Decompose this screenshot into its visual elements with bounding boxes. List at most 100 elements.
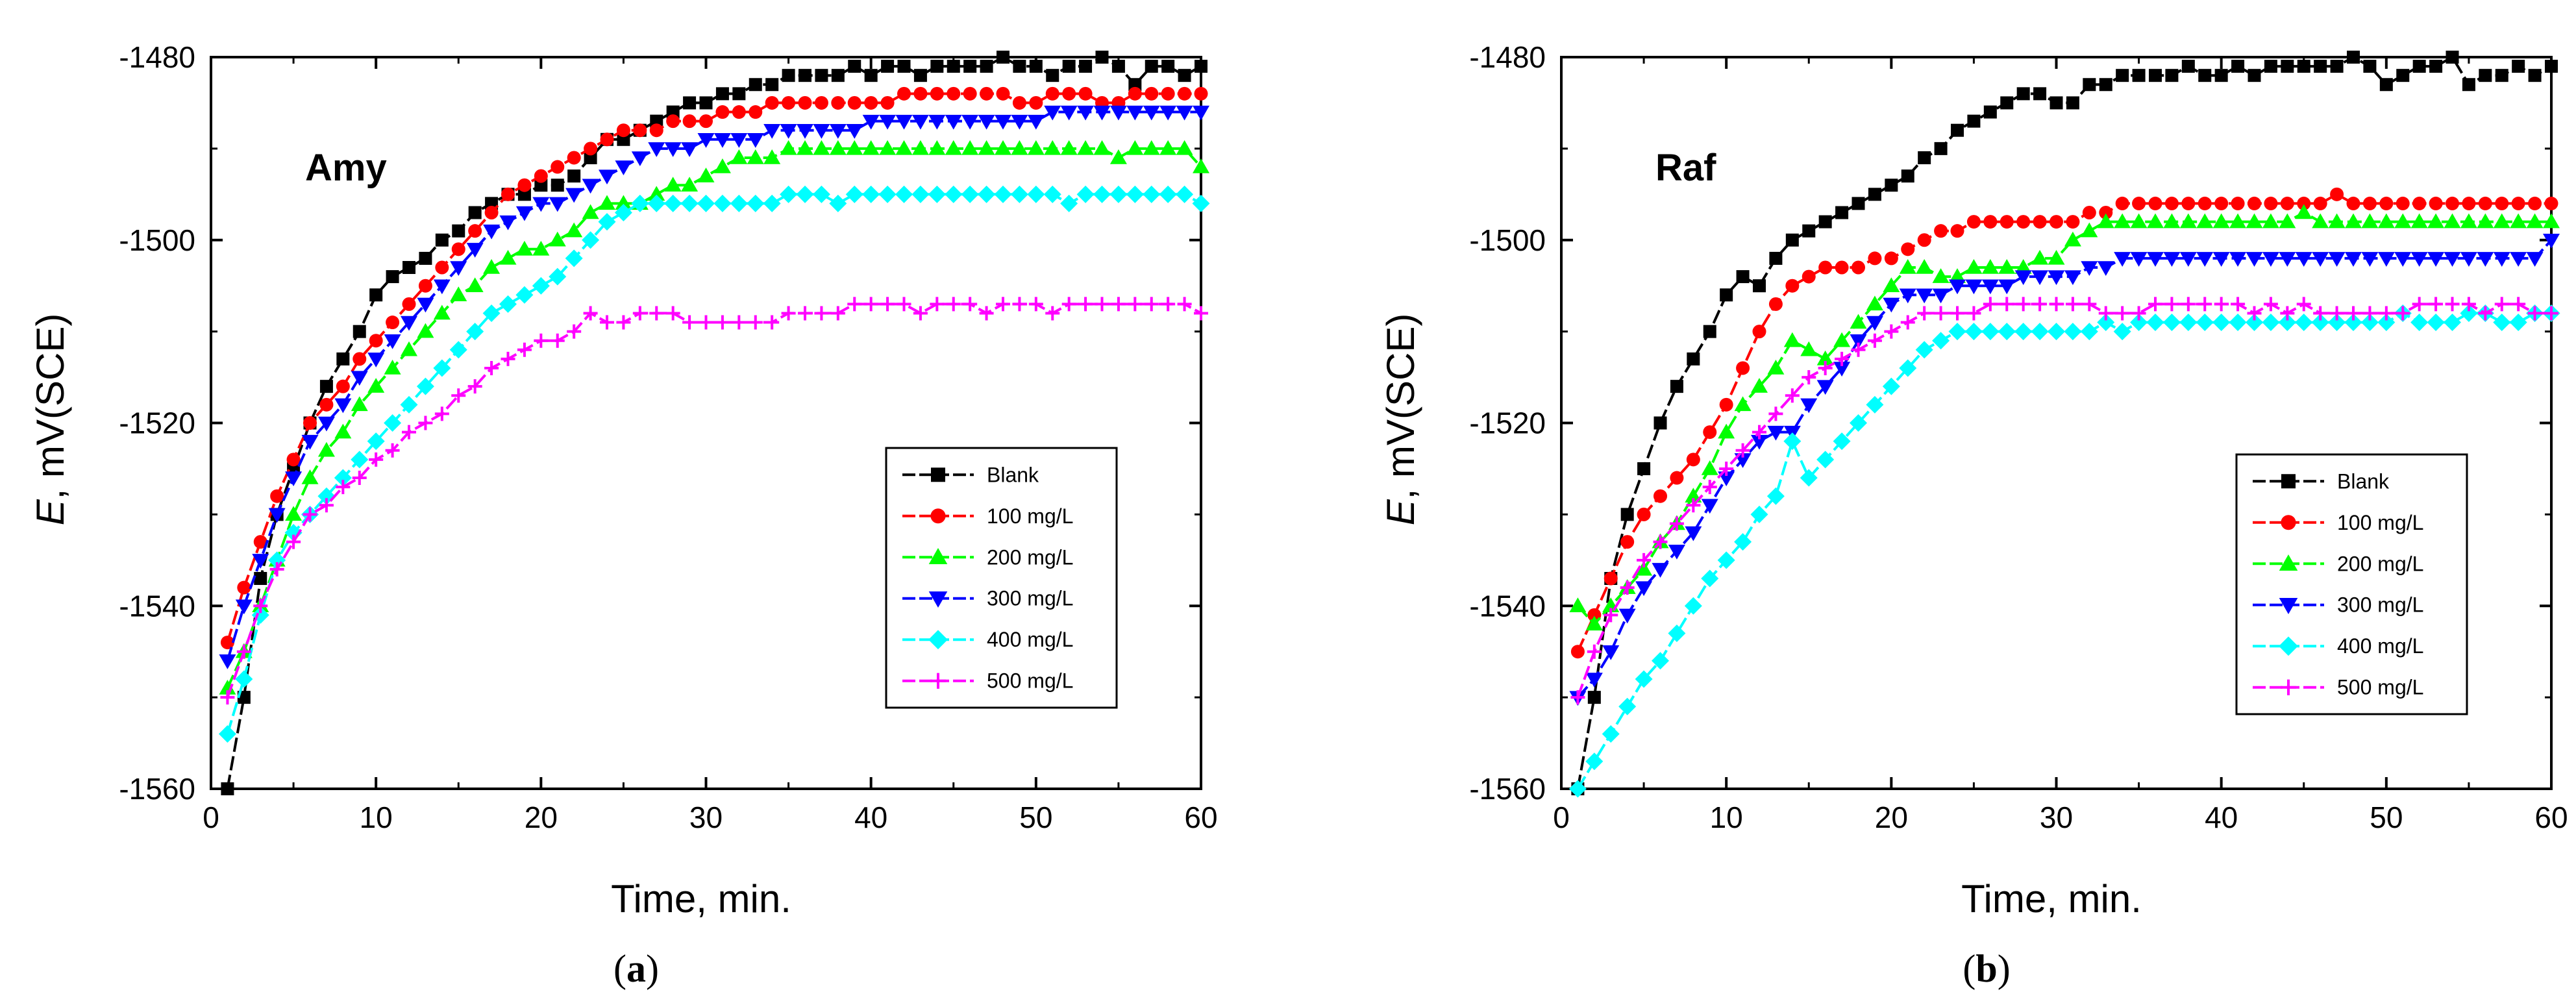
panel-b-series-blank-point: [2033, 87, 2047, 101]
panel-a-series-300-mg-l-point: [235, 599, 253, 615]
panel-a-series-200-mg-l-point: [797, 140, 813, 155]
panel-b-series-200-mg-l-point: [1899, 259, 1916, 274]
panel-a-series-500-mg-l-point: [781, 306, 796, 321]
panel-b-series-500-mg-l-point: [1637, 552, 1652, 567]
panel-a-series-blank-point: [221, 782, 234, 795]
panel-a-series-100-mg-l-point: [1145, 86, 1159, 101]
panel-b-series-100-mg-l-point: [2264, 196, 2278, 210]
panel-a-legend-label: 300 mg/L: [987, 587, 1073, 610]
panel-b-series-500-mg-l-point: [2148, 297, 2162, 312]
panel-a-series-500-mg-l: [220, 297, 1208, 705]
panel-a-series-200-mg-l-point: [285, 506, 303, 521]
panel-a-series-100-mg-l-point: [418, 279, 432, 293]
panel-a-series-100-mg-l-point: [253, 535, 267, 549]
panel-b-legend-marker: [2281, 515, 2296, 530]
panel-b-series-200-mg-l-point: [2229, 213, 2247, 229]
panel-a-series-400-mg-l-point: [713, 194, 732, 212]
panel-b-series-500-mg-l-point: [2082, 297, 2097, 312]
panel-a-series-500-mg-l-point: [930, 297, 945, 312]
panel-b-series-400-mg-l-point: [2344, 314, 2362, 332]
panel-a-series-400-mg-l-point: [862, 185, 880, 203]
panel-a-series-200-mg-l-point: [599, 195, 615, 210]
panel-a-series-500-mg-l-point: [1061, 297, 1076, 312]
panel-a-series-500-mg-l-point: [1161, 297, 1176, 312]
panel-a-series-400-mg-l-point: [1192, 194, 1210, 212]
panel-a-series-200-mg-l-point: [1143, 140, 1160, 155]
panel-b-series-300-mg-l-point: [2048, 270, 2065, 286]
panel-a-series-400-mg-l-point: [1109, 185, 1128, 203]
panel-a-series-400-mg-l-point: [680, 194, 699, 212]
panel-b-series-100-mg-l-point: [1620, 535, 1635, 549]
panel-a-series-300-mg-l-point: [1027, 114, 1045, 130]
panel-b-series-200-mg-l-point: [2212, 213, 2230, 229]
panel-b-series-blank-point: [2479, 69, 2492, 82]
panel-a-y-tick-label: -1560: [119, 772, 195, 806]
panel-a-series-400-mg-l-point: [334, 469, 352, 487]
panel-a-series-300-mg-l-point: [1176, 105, 1193, 121]
panel-b-series-500-mg-l-point: [1802, 370, 1816, 385]
panel-a-series-400-mg-l-point: [433, 359, 451, 377]
panel-a-series-500-mg-l-point: [467, 379, 482, 394]
panel-b-series-300-mg-l-point: [2064, 270, 2081, 286]
panel-b-series-blank-point: [2297, 60, 2310, 73]
panel-b-series-100-mg-l-point: [1802, 269, 1816, 284]
panel-a-series-500-mg-l-point: [1078, 297, 1093, 312]
panel-b-series-300-mg-l-point: [2196, 252, 2214, 267]
panel-b-series-500-mg-l-line: [1576, 303, 2551, 698]
panel-a-series-100-mg-l-point: [1078, 86, 1093, 101]
panel-a-series-500-mg-l-point: [979, 306, 994, 321]
panel-a-series-400-mg-l-point: [978, 185, 996, 203]
panel-b-series-400-mg-l-point: [2179, 314, 2198, 332]
panel-b-series-blank-point: [1983, 105, 1997, 119]
panel-b-series-400-mg-l-point: [1850, 414, 1867, 432]
panel-a-series-blank-point: [1062, 60, 1076, 73]
panel-b-series-400-mg-l-point: [2031, 323, 2049, 341]
panel-a-series-300-mg-l-point: [813, 123, 830, 139]
panel-a-series-200-mg-l-point: [664, 177, 682, 192]
panel-a-series-200-mg-l-point: [1093, 140, 1111, 155]
panel-b-series-300-mg-l-point: [2014, 270, 2032, 286]
panel-b-series-500-mg-l-point: [1768, 406, 1783, 421]
panel-b-series-400-mg-l-point: [2509, 314, 2527, 332]
panel-b-series-200-mg-l-point: [1850, 314, 1867, 329]
panel-a-series-200-mg-l-point: [730, 149, 748, 164]
panel-a-series-400-mg-l-point: [565, 249, 583, 267]
panel-a-series-500-mg-l-point: [732, 315, 747, 330]
panel-b-series-100-mg-l-point: [2248, 196, 2261, 210]
panel-a-series-100-mg-l-point: [930, 86, 944, 101]
panel-b-series-300-mg-l-point: [1701, 499, 1718, 514]
panel-a-series-300-mg-l-point: [697, 133, 715, 148]
panel-b-series-blank-point: [1703, 325, 1716, 338]
panel-b-series-200-mg-l-point: [1783, 332, 1801, 347]
panel-a-series-blank-point: [897, 60, 911, 73]
panel-a-series-100-mg-l-point: [947, 86, 961, 101]
panel-b-series-100-mg-l-point: [2396, 196, 2410, 210]
panel-b-series-100-mg-l-point: [2016, 215, 2031, 229]
panel-b-series-300-mg-l-point: [1833, 362, 1851, 377]
panel-b-legend-label: 400 mg/L: [2337, 634, 2423, 658]
panel-b-series-400-mg-l-point: [1932, 332, 1950, 350]
panel-a-series-blank-point: [683, 96, 697, 110]
panel-b-series-500-mg-l-point: [2346, 306, 2360, 321]
panel-a-series-400-mg-l-point: [911, 185, 930, 203]
panel-a-series-200-mg-l-point: [565, 222, 583, 238]
panel-a-series-500-mg-l-point: [897, 297, 911, 312]
panel-b-series-400-mg-l-point: [2377, 314, 2396, 332]
panel-a-series-400-mg-l-point: [317, 487, 336, 505]
panel-a-series-500-mg-l-point: [863, 297, 878, 312]
panel-b-series-300-mg-l-point: [2377, 252, 2395, 267]
panel-a-series-500-mg-l-point: [748, 315, 763, 330]
panel-b-series-300-mg-l-point: [2460, 252, 2477, 267]
panel-b-series-400-mg-l-point: [2146, 314, 2164, 332]
panel-a-series-blank-point: [765, 78, 779, 92]
panel-a-series-300-mg-l-point: [334, 398, 352, 414]
panel-a-legend-label: 100 mg/L: [987, 504, 1073, 528]
panel-a-series-500-mg-l-point: [715, 315, 730, 330]
panel-b-series-blank-point: [2495, 69, 2508, 82]
panel-b-series-300-mg-l-point: [1767, 425, 1785, 441]
panel-b-series-blank-point: [1620, 508, 1634, 521]
panel-a-series-400-mg-l-point: [582, 231, 600, 249]
panel-b-series-blank-point: [1868, 188, 1881, 201]
panel-a-series-300-mg-l-point: [384, 334, 401, 349]
panel-a-series-200-mg-l-point: [747, 149, 764, 164]
